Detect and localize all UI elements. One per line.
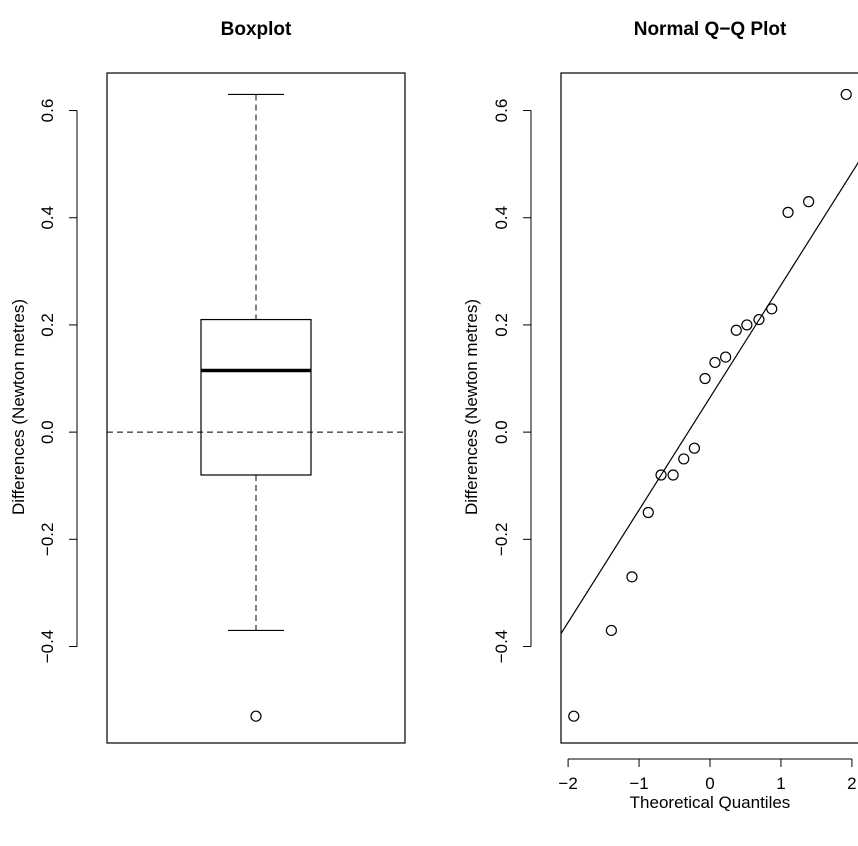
y-tick-label: 0.6 [492,99,511,123]
qq-data-point [709,356,721,369]
qq-data-point [741,319,753,331]
boxplot-plot-frame [106,72,406,744]
y-tick-label: 0.2 [492,313,511,337]
qq-data-point [803,196,815,208]
qq-x-axis: −2 −1 0 1 2 [558,758,857,793]
qq-plot-title: Normal Q−Q Plot [634,19,787,40]
y-tick-label: 0.6 [38,99,57,123]
y-tick-label: −0.2 [38,523,57,557]
qq-x-axis-label: Theoretical Quantiles [630,793,791,812]
qq-data-point [688,442,700,454]
qq-y-axis-label: Differences (Newton metres) [462,299,481,515]
qq-data-point [605,624,617,637]
qq-data-point [678,453,690,465]
qq-data-point [730,324,742,336]
qq-data-point [840,88,852,101]
y-tick-label: −0.4 [38,630,57,664]
y-tick-label: 0.0 [38,420,57,444]
x-tick-label: 0 [705,774,714,793]
qq-data-point [626,571,638,583]
boxplot-panel: Boxplot Differences (Newton metres) −0.4… [9,19,406,744]
x-tick-label: −2 [558,774,577,793]
x-tick-label: 2 [847,774,856,793]
x-tick-label: 1 [776,774,785,793]
interquartile-box [200,318,312,476]
qq-data-point [642,506,654,519]
qq-data-point [568,710,580,722]
y-tick-label: 0.4 [38,206,57,230]
qq-data-point [655,469,667,481]
boxplot-title: Boxplot [221,19,292,40]
y-tick-label: 0.0 [492,420,511,444]
boxplot-y-axis: −0.4 −0.2 0.0 0.2 0.4 0.6 [38,99,78,664]
boxplot-marks [107,93,405,722]
qq-data-point [720,351,732,363]
qq-data-point [782,206,794,218]
y-tick-label: 0.4 [492,206,511,230]
outlier-point [250,710,262,722]
qq-reference-line [561,161,858,634]
qq-data-point [753,313,765,326]
qq-panel: Normal Q−Q Plot Differences (Newton metr… [462,19,858,812]
qq-plot-frame [560,72,858,744]
qq-data-point [766,303,778,315]
qq-data-point [699,372,711,385]
x-tick-label: −1 [629,774,648,793]
y-tick-label: 0.2 [38,313,57,337]
qq-marks [561,88,858,722]
y-tick-label: −0.4 [492,630,511,664]
y-tick-label: −0.2 [492,523,511,557]
boxplot-y-axis-label: Differences (Newton metres) [9,299,28,515]
qq-data-point [667,469,679,481]
qq-y-axis: −0.4 −0.2 0.0 0.2 0.4 0.6 [492,99,532,664]
